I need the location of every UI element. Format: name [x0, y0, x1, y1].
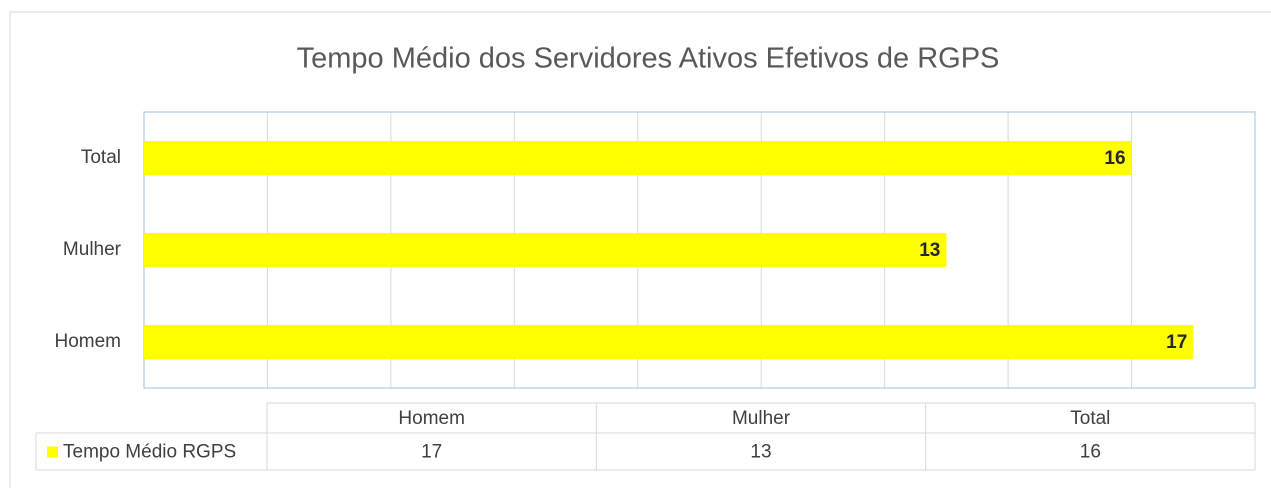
table-value: 16 — [1080, 442, 1101, 463]
bar — [144, 233, 947, 267]
bar — [144, 325, 1194, 359]
table-header: Mulher — [732, 408, 791, 429]
table-value: 17 — [421, 442, 442, 463]
legend-swatch — [47, 446, 58, 458]
chart-title: Tempo Médio dos Servidores Ativos Efetiv… — [297, 43, 1000, 75]
table-value: 13 — [750, 442, 771, 463]
table-header: Homem — [398, 408, 465, 429]
legend-label: Tempo Médio RGPS — [63, 442, 236, 463]
table-header: Total — [1070, 408, 1110, 429]
data-label: 13 — [919, 240, 940, 261]
bar — [144, 141, 1132, 175]
y-tick-label: Mulher — [63, 239, 122, 260]
data-label: 17 — [1166, 332, 1187, 353]
y-tick-label: Homem — [54, 331, 121, 352]
y-tick-label: Total — [81, 147, 121, 168]
data-label: 16 — [1104, 148, 1125, 169]
